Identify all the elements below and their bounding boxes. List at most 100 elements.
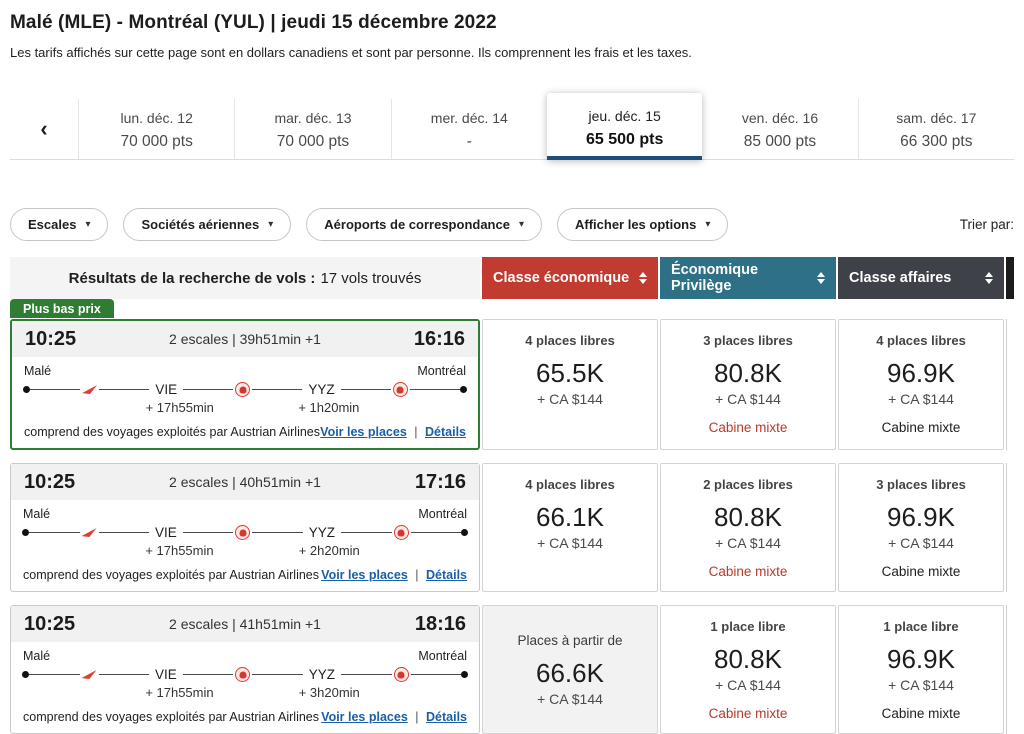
chevron-down-icon: ▾ (268, 219, 274, 230)
mixed-cabin-label: Cabine mixte (881, 564, 961, 579)
cash-price: + CA $144 (888, 535, 954, 551)
date-tab-dec13[interactable]: mar. déc. 13 70 000 pts (234, 99, 390, 159)
flight-result-row: Plus bas prix 10:25 2 escales | 39h51min… (10, 299, 1014, 450)
card-footer: comprend des voyages exploités par Austr… (12, 422, 478, 448)
view-seats-link[interactable]: Voir les places (320, 425, 407, 439)
points-price: 66.1K (536, 502, 604, 532)
sort-by-label: Trier par: (959, 217, 1014, 232)
seats-available: 3 places libres (876, 477, 966, 492)
air-canada-logo-icon (392, 382, 408, 397)
points-price: 80.8K (714, 502, 782, 532)
cash-price: + CA $144 (888, 677, 954, 693)
destination-city: Montréal (418, 507, 467, 521)
fare-business[interactable]: 1 place libre 96.9K + CA $144 Cabine mix… (838, 605, 1004, 734)
chevron-down-icon: ▾ (85, 219, 91, 230)
stops-duration: 2 escales | 41h51min +1 (169, 616, 321, 632)
fare-economy[interactable]: Places à partir de 66.6K + CA $144 (482, 605, 658, 734)
layover-duration: + 17h55min (145, 400, 214, 415)
layover-duration: + 17h55min (145, 543, 214, 558)
itinerary-summary: 10:25 2 escales | 39h51min +1 16:16 (12, 321, 478, 357)
date-tab-dec14[interactable]: mer. déc. 14 - (390, 99, 547, 159)
fare-business[interactable]: 4 places libres 96.9K + CA $144 Cabine m… (838, 319, 1004, 450)
stops-duration: 2 escales | 39h51min +1 (169, 331, 321, 347)
origin-city: Malé (23, 507, 51, 521)
layover-duration: + 1h20min (298, 400, 360, 415)
flight-card: 10:25 2 escales | 41h51min +1 18:16 Malé… (10, 605, 480, 734)
route-diagram: VIE YYZ (23, 382, 467, 397)
stop-code: YYZ (308, 382, 335, 397)
chevron-left-icon: ‹ (40, 116, 48, 141)
column-header-economy[interactable]: Classe économique (482, 257, 658, 299)
route-diagram: VIE YYZ (22, 525, 469, 540)
origin-city: Malé (23, 649, 51, 663)
view-seats-link[interactable]: Voir les places (321, 710, 408, 724)
view-seats-link[interactable]: Voir les places (321, 568, 408, 582)
details-link[interactable]: Détails (425, 425, 466, 439)
row-links: Voir les places | Détails (321, 710, 467, 724)
fare-economy[interactable]: 4 places libres 66.1K + CA $144 (482, 463, 658, 592)
layover-times: + 17h55min + 3h20min (11, 685, 479, 707)
fare-premium-economy[interactable]: 2 places libres 80.8K + CA $144 Cabine m… (660, 463, 836, 592)
cash-price: + CA $144 (715, 391, 781, 407)
cash-price: + CA $144 (888, 391, 954, 407)
origin-dot (22, 671, 29, 678)
city-labels: Malé Montréal (11, 500, 479, 521)
departure-time: 10:25 (24, 612, 76, 635)
city-labels: Malé Montréal (12, 357, 478, 378)
destination-city: Montréal (417, 364, 466, 378)
results-count: 17 vols trouvés (320, 269, 422, 287)
city-labels: Malé Montréal (11, 642, 479, 663)
date-navigation: ‹ lun. déc. 12 70 000 pts mar. déc. 13 7… (10, 93, 1014, 160)
stop-code: YYZ (308, 525, 336, 540)
arrival-time: 17:16 (414, 470, 466, 493)
fare-economy[interactable]: 4 places libres 65.5K + CA $144 (482, 319, 658, 450)
next-column-edge (1006, 463, 1014, 592)
itinerary-summary: 10:25 2 escales | 40h51min +1 17:16 (11, 464, 479, 500)
cash-price: + CA $144 (715, 677, 781, 693)
results-count-bar: Résultats de la recherche de vols : 17 v… (10, 257, 480, 299)
cash-price: + CA $144 (537, 690, 603, 707)
column-header-premium-economy[interactable]: Économique Privilège (660, 257, 836, 299)
date-tab-dec15-selected[interactable]: jeu. déc. 15 65 500 pts (546, 93, 703, 160)
seats-available: 4 places libres (525, 333, 615, 348)
date-tab-dec16[interactable]: ven. déc. 16 85 000 pts (741, 110, 819, 150)
fare-premium-economy[interactable]: 1 place libre 80.8K + CA $144 Cabine mix… (660, 605, 836, 734)
details-link[interactable]: Détails (426, 568, 467, 582)
filter-stops-dropdown[interactable]: Escales ▾ (10, 208, 109, 241)
date-tab-dec17[interactable]: sam. déc. 17 66 300 pts (857, 99, 1014, 159)
air-canada-logo-icon (393, 667, 409, 682)
fare-premium-economy[interactable]: 3 places libres 80.8K + CA $144 Cabine m… (660, 319, 836, 450)
details-link[interactable]: Détails (426, 710, 467, 724)
card-footer: comprend des voyages exploités par Austr… (11, 565, 479, 591)
fare-business[interactable]: 3 places libres 96.9K + CA $144 Cabine m… (838, 463, 1004, 592)
flight-card-wrap: Plus bas prix 10:25 2 escales | 39h51min… (10, 299, 480, 450)
layover-times: + 17h55min + 2h20min (11, 543, 479, 565)
mixed-cabin-label: Cabine mixte (708, 706, 788, 721)
operated-by-note: comprend des voyages exploités par Austr… (23, 710, 319, 724)
column-header-business[interactable]: Classe affaires (838, 257, 1004, 299)
filter-airlines-dropdown[interactable]: Sociétés aériennes ▾ (123, 208, 292, 241)
next-column-edge (1006, 257, 1014, 299)
points-price: 96.9K (887, 644, 955, 674)
seats-available: 1 place libre (883, 619, 959, 634)
stop-code: VIE (155, 667, 177, 682)
page-title: Malé (MLE) - Montréal (YUL) | jeudi 15 d… (10, 12, 497, 33)
austrian-airlines-icon (82, 385, 98, 394)
lowest-price-badge: Plus bas prix (10, 299, 114, 318)
flight-card: 10:25 2 escales | 40h51min +1 17:16 Malé… (10, 463, 480, 592)
destination-city: Montréal (418, 649, 467, 663)
next-column-edge (1006, 319, 1014, 450)
previous-dates-button[interactable]: ‹ (10, 99, 78, 159)
filter-bar: Escales ▾ Sociétés aériennes ▾ Aéroports… (10, 208, 1014, 241)
filter-connections-dropdown[interactable]: Aéroports de correspondance ▾ (306, 208, 542, 241)
destination-dot (459, 386, 467, 393)
chevron-down-icon: ▾ (705, 219, 711, 230)
origin-dot (23, 386, 30, 393)
date-tab-dec12[interactable]: lun. déc. 12 70 000 pts (78, 99, 234, 159)
air-canada-logo-icon (235, 525, 251, 540)
seats-available: 3 places libres (703, 333, 793, 348)
flight-card: 10:25 2 escales | 39h51min +1 16:16 Malé… (10, 319, 480, 450)
filter-show-options-dropdown[interactable]: Afficher les options ▾ (556, 208, 729, 241)
seats-available: 4 places libres (876, 333, 966, 348)
